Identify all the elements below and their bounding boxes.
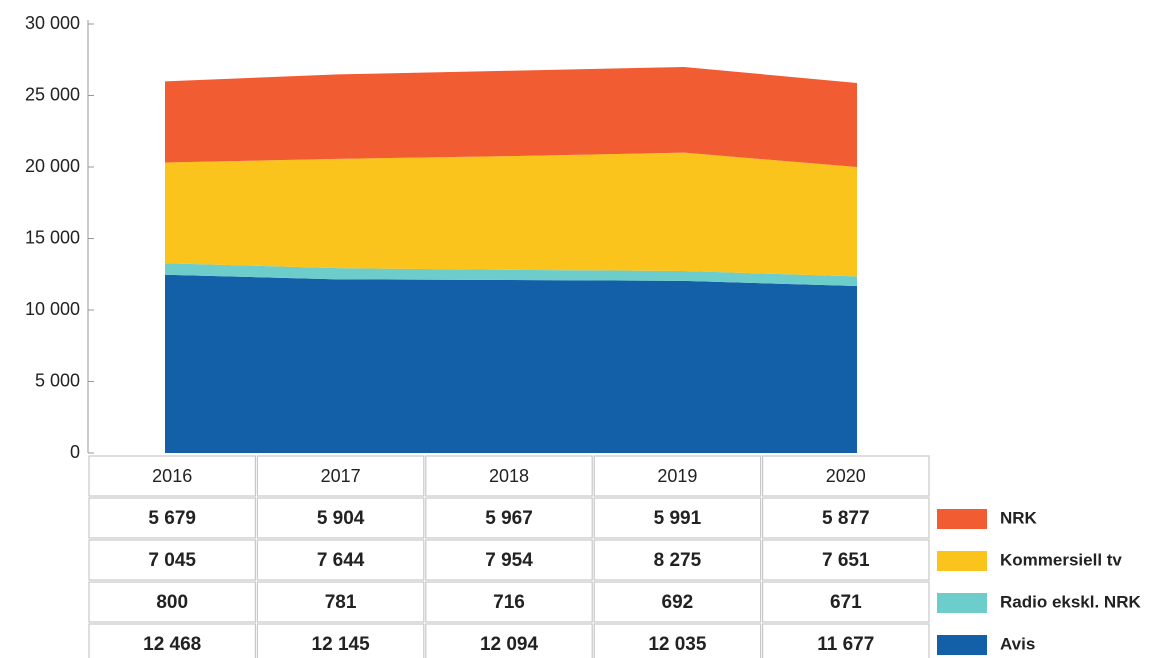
table-value: 7 954 — [485, 550, 533, 571]
table-cell — [761, 581, 930, 623]
column-header: 2017 — [321, 466, 361, 486]
y-tick-label: 10 000 — [25, 299, 80, 319]
table-cell — [88, 497, 256, 539]
legend-label: NRK — [1000, 508, 1038, 527]
y-tick-label: 20 000 — [25, 156, 80, 176]
table-value: 7 644 — [317, 550, 365, 571]
legend-label: Radio ekskl. NRK — [1000, 592, 1141, 611]
table-cell — [593, 623, 762, 658]
table-value: 12 468 — [143, 634, 201, 655]
table-cell — [256, 581, 425, 623]
table-cell — [593, 455, 762, 497]
table-value: 12 035 — [648, 634, 707, 655]
legend-swatch — [937, 593, 987, 613]
y-tick-label: 0 — [70, 442, 80, 462]
table-cell — [256, 497, 425, 539]
legend-swatch — [937, 551, 987, 571]
y-tick-label: 25 000 — [25, 84, 80, 104]
column-header: 2018 — [489, 466, 529, 486]
table-value: 692 — [662, 592, 694, 613]
table-cell — [256, 455, 425, 497]
legend-label: Avis — [1000, 634, 1035, 653]
table-cell — [761, 623, 930, 658]
area — [165, 263, 857, 287]
y-tick-label: 15 000 — [25, 227, 80, 247]
column-header: 2020 — [826, 466, 866, 486]
table-cell — [593, 581, 762, 623]
legend-label: Kommersiell tv — [1000, 550, 1122, 569]
y-tick-label: 30 000 — [25, 13, 80, 33]
area — [165, 274, 857, 453]
y-tick-label: 5 000 — [35, 370, 80, 390]
table-cell — [593, 497, 762, 539]
table-cell — [256, 539, 425, 581]
table-value: 12 145 — [312, 634, 371, 655]
table-value: 781 — [325, 592, 357, 613]
table-cell — [88, 581, 256, 623]
area — [165, 67, 857, 168]
legend-swatch — [937, 635, 987, 655]
table-cell — [761, 497, 930, 539]
table-cell — [256, 623, 425, 658]
table-value: 671 — [830, 592, 862, 613]
column-header: 2016 — [152, 466, 192, 486]
table-cell — [88, 623, 256, 658]
table-cell — [425, 623, 593, 658]
column-header: 2019 — [657, 466, 697, 486]
table-cell — [425, 581, 593, 623]
table-value: 716 — [493, 592, 525, 613]
table-cell — [593, 539, 762, 581]
table-cell — [761, 539, 930, 581]
area — [165, 152, 857, 277]
table-value: 5 904 — [317, 508, 365, 529]
table-value: 5 967 — [485, 508, 533, 529]
table-cell — [88, 539, 256, 581]
legend-swatch — [937, 509, 987, 529]
table-value: 12 094 — [480, 634, 539, 655]
table-value: 8 275 — [654, 550, 702, 571]
table-cell — [425, 539, 593, 581]
table-value: 11 677 — [817, 634, 874, 655]
table-cell — [425, 497, 593, 539]
table-value: 7 651 — [822, 550, 870, 571]
table-cell — [425, 455, 593, 497]
table-value: 5 679 — [148, 508, 196, 529]
table-cell — [88, 455, 256, 497]
table-cell — [761, 455, 930, 497]
table-value: 5 991 — [654, 508, 702, 529]
table-value: 800 — [156, 592, 188, 613]
table-value: 5 877 — [822, 508, 870, 529]
table-value: 7 045 — [148, 550, 196, 571]
